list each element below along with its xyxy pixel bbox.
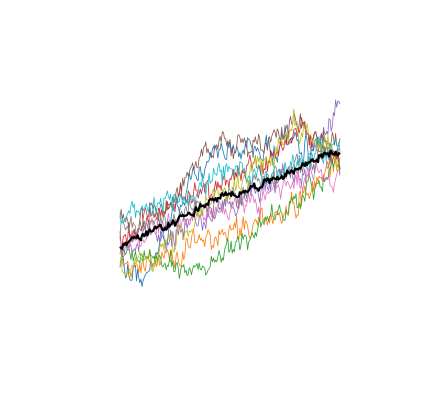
series-line-8 (119, 143, 341, 241)
series-line-2 (119, 155, 341, 278)
series-line-5 (119, 99, 341, 258)
mean-group (119, 149, 341, 250)
mean-line (119, 149, 341, 250)
series-line-1 (119, 125, 341, 287)
series-line-10 (119, 136, 341, 224)
series-line-3 (119, 153, 341, 280)
series-line-4 (119, 117, 341, 248)
series-line-9 (119, 108, 341, 278)
